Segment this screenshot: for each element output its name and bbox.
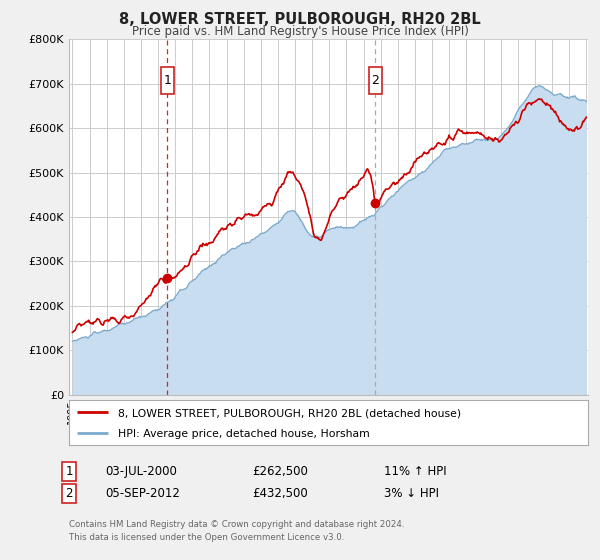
Text: 11% ↑ HPI: 11% ↑ HPI: [384, 465, 446, 478]
Text: £432,500: £432,500: [252, 487, 308, 501]
Text: 1: 1: [163, 73, 171, 87]
Text: 05-SEP-2012: 05-SEP-2012: [105, 487, 180, 501]
Text: Contains HM Land Registry data © Crown copyright and database right 2024.: Contains HM Land Registry data © Crown c…: [69, 520, 404, 529]
Text: HPI: Average price, detached house, Horsham: HPI: Average price, detached house, Hors…: [118, 428, 370, 438]
Text: 1: 1: [65, 465, 73, 478]
Text: 8, LOWER STREET, PULBOROUGH, RH20 2BL (detached house): 8, LOWER STREET, PULBOROUGH, RH20 2BL (d…: [118, 408, 461, 418]
Text: 2: 2: [65, 487, 73, 501]
Text: 2: 2: [371, 73, 379, 87]
Text: 8, LOWER STREET, PULBOROUGH, RH20 2BL: 8, LOWER STREET, PULBOROUGH, RH20 2BL: [119, 12, 481, 27]
Text: This data is licensed under the Open Government Licence v3.0.: This data is licensed under the Open Gov…: [69, 533, 344, 542]
FancyBboxPatch shape: [369, 67, 382, 94]
Text: Price paid vs. HM Land Registry's House Price Index (HPI): Price paid vs. HM Land Registry's House …: [131, 25, 469, 38]
Text: 3% ↓ HPI: 3% ↓ HPI: [384, 487, 439, 501]
Text: £262,500: £262,500: [252, 465, 308, 478]
Text: 03-JUL-2000: 03-JUL-2000: [105, 465, 177, 478]
FancyBboxPatch shape: [161, 67, 174, 94]
